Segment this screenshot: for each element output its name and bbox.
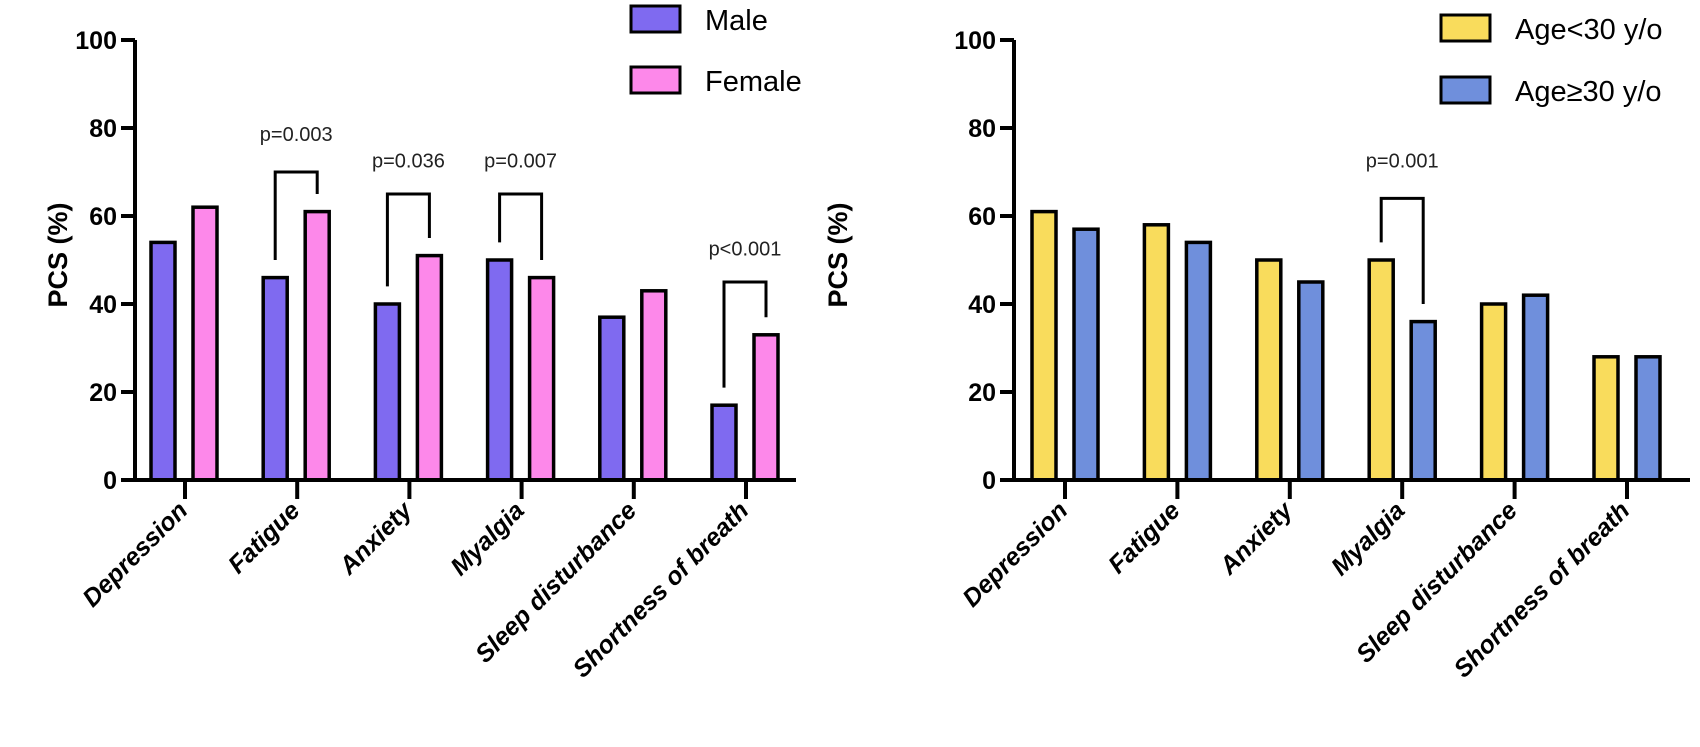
y-tick-label: 20: [89, 379, 117, 407]
y-tick-label: 100: [75, 27, 117, 55]
x-tick-label: Fatigue: [1103, 496, 1186, 579]
y-axis-label: PCS (%): [823, 202, 853, 307]
bar-age-30-y-o-5: [1592, 355, 1620, 482]
legend-label: Female: [705, 66, 802, 98]
x-tick-label: Anxiety: [333, 496, 418, 581]
x-tick-label: Depression: [77, 496, 193, 612]
x-tick-label: Depression: [957, 496, 1073, 612]
y-tick-label: 80: [89, 115, 117, 143]
bar-age-30-y-o-1: [1142, 223, 1171, 482]
bar-male-0: [149, 240, 177, 482]
x-tick-label: Myalgia: [1326, 496, 1411, 581]
bar-age-30-y-o-3: [1409, 319, 1437, 482]
legend-label: Age<30 y/o: [1515, 14, 1663, 46]
significance-bracket: [385, 192, 431, 287]
bar-age-30-y-o-0: [1072, 227, 1100, 482]
legend-label: Male: [705, 5, 768, 37]
bar-age-30-y-o-2: [1297, 280, 1325, 482]
x-tick-label: Anxiety: [1214, 496, 1299, 581]
y-tick-label: 20: [968, 379, 996, 407]
significance-bracket: [1379, 196, 1425, 304]
bar-female-1: [303, 209, 331, 482]
x-tick-label: Myalgia: [445, 496, 530, 581]
bar-female-4: [640, 289, 668, 482]
y-tick-label: 60: [89, 203, 117, 231]
bar-age-30-y-o-5: [1634, 355, 1662, 482]
p-value-label: p=0.007: [484, 151, 557, 173]
bar-female-0: [191, 205, 219, 482]
significance-bracket: [498, 192, 544, 260]
y-tick-label: 100: [954, 27, 996, 55]
significance-bracket: [722, 280, 768, 388]
bar-female-3: [527, 275, 556, 482]
legend-swatch: [629, 65, 682, 95]
bar-age-30-y-o-0: [1030, 209, 1058, 482]
p-value-label: p=0.003: [260, 124, 333, 146]
bar-age-30-y-o-1: [1184, 240, 1213, 482]
bar-age-30-y-o-4: [1479, 302, 1508, 482]
chart-panel-2: 0 20 40 60 80 100 PCS (%) Depression Fatigue Anxi…: [823, 13, 1690, 683]
p-value-label: p=0.001: [1366, 151, 1439, 173]
bar-age-30-y-o-4: [1521, 293, 1550, 482]
chart-panel-1: 0 20 40 60 80 100 PCS (%) Depression Fatigue Anxi…: [43, 4, 802, 683]
bar-male-1: [261, 275, 289, 482]
legend-swatch: [629, 4, 682, 34]
y-tick-label: 0: [982, 467, 996, 495]
bar-female-5: [752, 333, 780, 482]
bar-male-5: [710, 403, 738, 482]
legend-swatch: [1439, 13, 1492, 43]
p-value-label: p<0.001: [709, 239, 782, 261]
x-tick-label: Fatigue: [223, 496, 306, 579]
bar-age-30-y-o-2: [1255, 258, 1283, 482]
bar-male-2: [373, 302, 402, 482]
y-tick-label: 80: [968, 115, 996, 143]
y-tick-label: 0: [103, 467, 117, 495]
significance-bracket: [273, 170, 319, 260]
bar-male-4: [598, 315, 626, 482]
bar-age-30-y-o-3: [1367, 258, 1395, 482]
bar-female-2: [415, 253, 444, 482]
bar-male-3: [485, 258, 514, 482]
legend-swatch: [1439, 75, 1492, 105]
y-axis-label: PCS (%): [43, 202, 73, 307]
y-tick-label: 40: [968, 291, 996, 319]
y-tick-label: 40: [89, 291, 117, 319]
p-value-label: p=0.036: [372, 151, 445, 173]
y-tick-label: 60: [968, 203, 996, 231]
legend-label: Age≥30 y/o: [1515, 76, 1662, 108]
